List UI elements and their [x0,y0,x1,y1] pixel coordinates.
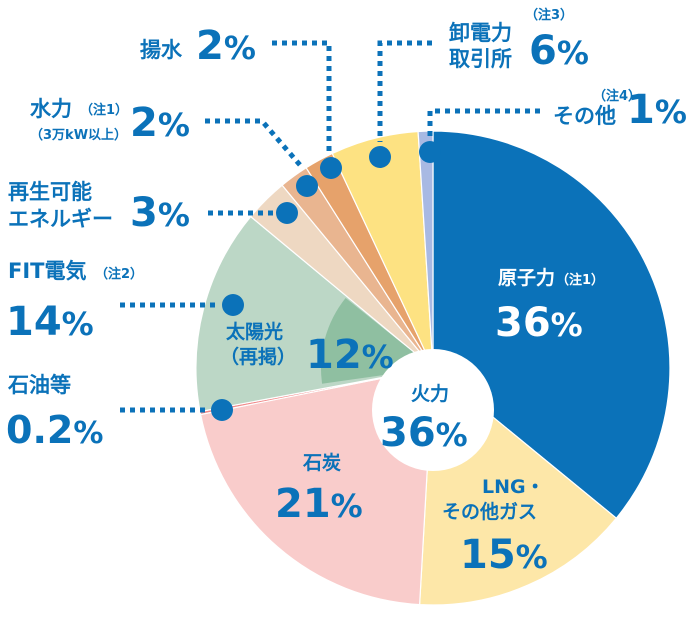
value-coal: 21% [275,481,363,527]
label-hydro-sub: （3万kW以上） [30,127,127,143]
label-thermal: 火力 [411,382,449,405]
label-coal: 石炭 [302,452,341,474]
label-fit: FIT電気 [8,259,86,283]
label-oil: 石油等 [7,373,71,397]
leader-line-hydro [205,118,302,167]
label-renewable-line1: 再生可能 [8,180,92,204]
value-exchange: 6% [529,28,589,74]
label-pumped: 揚水 [140,38,183,62]
pie-slice-10 [417,130,434,369]
leader-lines [120,40,540,421]
label-hydro-note: （注1） [80,102,128,118]
value-other: 1% [627,87,687,133]
label-other: その他 [553,104,616,128]
label-solar-line2: （再掲） [220,345,296,368]
label-lng-line1: LNG・ [482,476,545,498]
label-solar-line1: 太陽光 [226,320,283,343]
label-exchange-line1: 卸電力 [449,21,512,45]
thermal-center-hole [372,349,494,471]
label-nuclear-note: （注1） [556,272,604,288]
value-lng: 15% [460,532,548,578]
leader-dot-renewable [276,202,298,224]
leader-dot-oil [211,399,233,421]
leader-dot-pumped [320,157,342,179]
leader-line-pumped [272,40,332,153]
pie-slice-1 [432,130,671,520]
leader-line-exchange [377,40,432,142]
label-hydro: 水力 [30,97,72,121]
label-other-note: （注4） [593,88,641,104]
label-fit-note: （注2） [95,266,143,282]
leader-dot-exchange [369,146,391,168]
leader-dot-hydro [296,175,318,197]
label-nuclear: 原子力 [498,266,555,289]
leader-line-other [427,108,540,138]
label-exchange-line2: 取引所 [449,47,512,71]
label-lng-line2: その他ガス [442,500,537,523]
label-exchange-note: （注3） [525,7,573,23]
value-renewable: 3% [130,190,190,236]
value-solar: 12% [306,332,394,378]
value-thermal: 36% [380,410,468,456]
slice-labels: 原子力 （注1）36%LNG・その他ガス15%石炭21%石油等0.2%FIT電気（… [6,7,687,578]
thermal-center-group [372,349,494,471]
value-fit: 14% [6,299,94,345]
label-renewable-line2: エネルギー [8,207,113,231]
value-nuclear: 36% [495,300,583,346]
value-hydro: 2% [130,100,190,146]
leader-dot-other [419,141,441,163]
value-oil: 0.2% [6,408,103,452]
value-pumped: 2% [196,23,256,69]
leader-dot-fit [222,294,244,316]
